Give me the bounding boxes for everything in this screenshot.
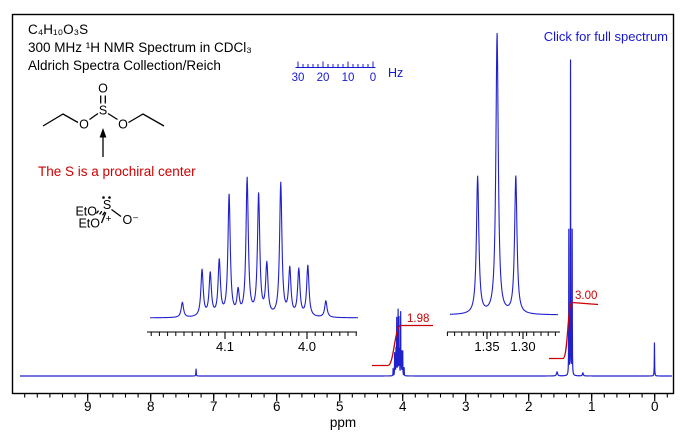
- atom-o-left: O: [79, 118, 89, 132]
- ethyl-bond-right: [128, 113, 165, 127]
- zwitterion-structure: S EtO EtO + O⁻: [75, 196, 139, 231]
- o-s-bond-right: [107, 112, 118, 121]
- hz-tick-label: 30: [292, 72, 305, 84]
- o-s-bond-left: [89, 112, 99, 121]
- zwit-bond-lower: [100, 212, 107, 224]
- hashed-wedge-bond: [95, 210, 106, 216]
- hz-scale-ruler: 30 20 10 0: [292, 61, 376, 84]
- zwit-eto-bottom: EtO: [78, 217, 100, 231]
- integral-curve-ch3: [549, 301, 599, 360]
- prochiral-caption: The S is a prochiral center: [38, 164, 196, 179]
- ppm-tick-label: 4: [399, 399, 407, 414]
- ppm-tick-label: 7: [210, 399, 218, 414]
- nmr-spectrum-trace: [19, 59, 673, 377]
- s-double-bond-o: [100, 95, 106, 104]
- atom-o-right: O: [118, 118, 128, 132]
- integral-value-och2: 1.98: [407, 313, 429, 325]
- ppm-tick-label: 5: [336, 399, 344, 414]
- ppm-tick-label: 6: [273, 399, 281, 414]
- inset-ch3-axis: 1.35 1.30: [446, 331, 560, 354]
- integral-value-ch3: 3.00: [575, 290, 597, 302]
- hz-unit-label: Hz: [388, 66, 403, 80]
- ethyl-bond-left: [42, 113, 79, 127]
- arrow-to-sulfur-icon: [99, 128, 107, 157]
- integral-curve-och2: [372, 324, 433, 367]
- atom-o-top: O: [98, 82, 108, 96]
- zwit-bond-o-minus: [111, 208, 122, 218]
- hz-tick-label: 10: [342, 72, 355, 84]
- lone-pair-dot: [102, 196, 105, 199]
- hz-tick-label: 0: [370, 72, 376, 84]
- molecule-structure: O S O O: [42, 82, 165, 157]
- ppm-axis-unit: ppm: [330, 415, 356, 430]
- inset-och2-multiplet-trace: [149, 176, 359, 319]
- ppm-tick-label: 1: [588, 399, 596, 414]
- collection-credit: Aldrich Spectra Collection/Reich: [28, 58, 221, 73]
- zwit-eto-top: EtO: [75, 205, 97, 219]
- atom-s: S: [99, 104, 107, 118]
- inset-ch3-triplet-trace: [449, 32, 559, 316]
- inset-tick-label: 4.0: [298, 339, 316, 354]
- arrow-head: [99, 128, 107, 138]
- ppm-tick-label: 9: [84, 399, 92, 414]
- ppm-tick-label: 0: [651, 399, 659, 414]
- full-spectrum-link[interactable]: Click for full spectrum: [544, 29, 668, 44]
- ppm-tick-label: 8: [147, 399, 155, 414]
- molecular-formula: C₄H₁₀O₃S: [28, 22, 88, 37]
- ppm-tick-label: 3: [462, 399, 470, 414]
- inset-tick-label: 4.1: [216, 339, 234, 354]
- zwit-atom-s: S: [103, 198, 111, 212]
- lone-pair-dot: [108, 196, 111, 199]
- zwit-o-minus: O⁻: [123, 213, 139, 227]
- hz-tick-label: 20: [317, 72, 330, 84]
- spectrum-title: 300 MHz ¹H NMR Spectrum in CDCl₃: [28, 40, 252, 55]
- spectrum-frame: [11, 13, 675, 395]
- inset-tick-label: 1.35: [474, 339, 499, 354]
- ppm-axis: 9 8 7 6 5 4 3 2 1 0: [24, 393, 668, 414]
- inset-och2-axis: 4.1 4.0: [147, 331, 357, 354]
- inset-tick-label: 1.30: [510, 339, 535, 354]
- zwit-plus-charge: +: [105, 213, 111, 225]
- ppm-tick-label: 2: [525, 399, 533, 414]
